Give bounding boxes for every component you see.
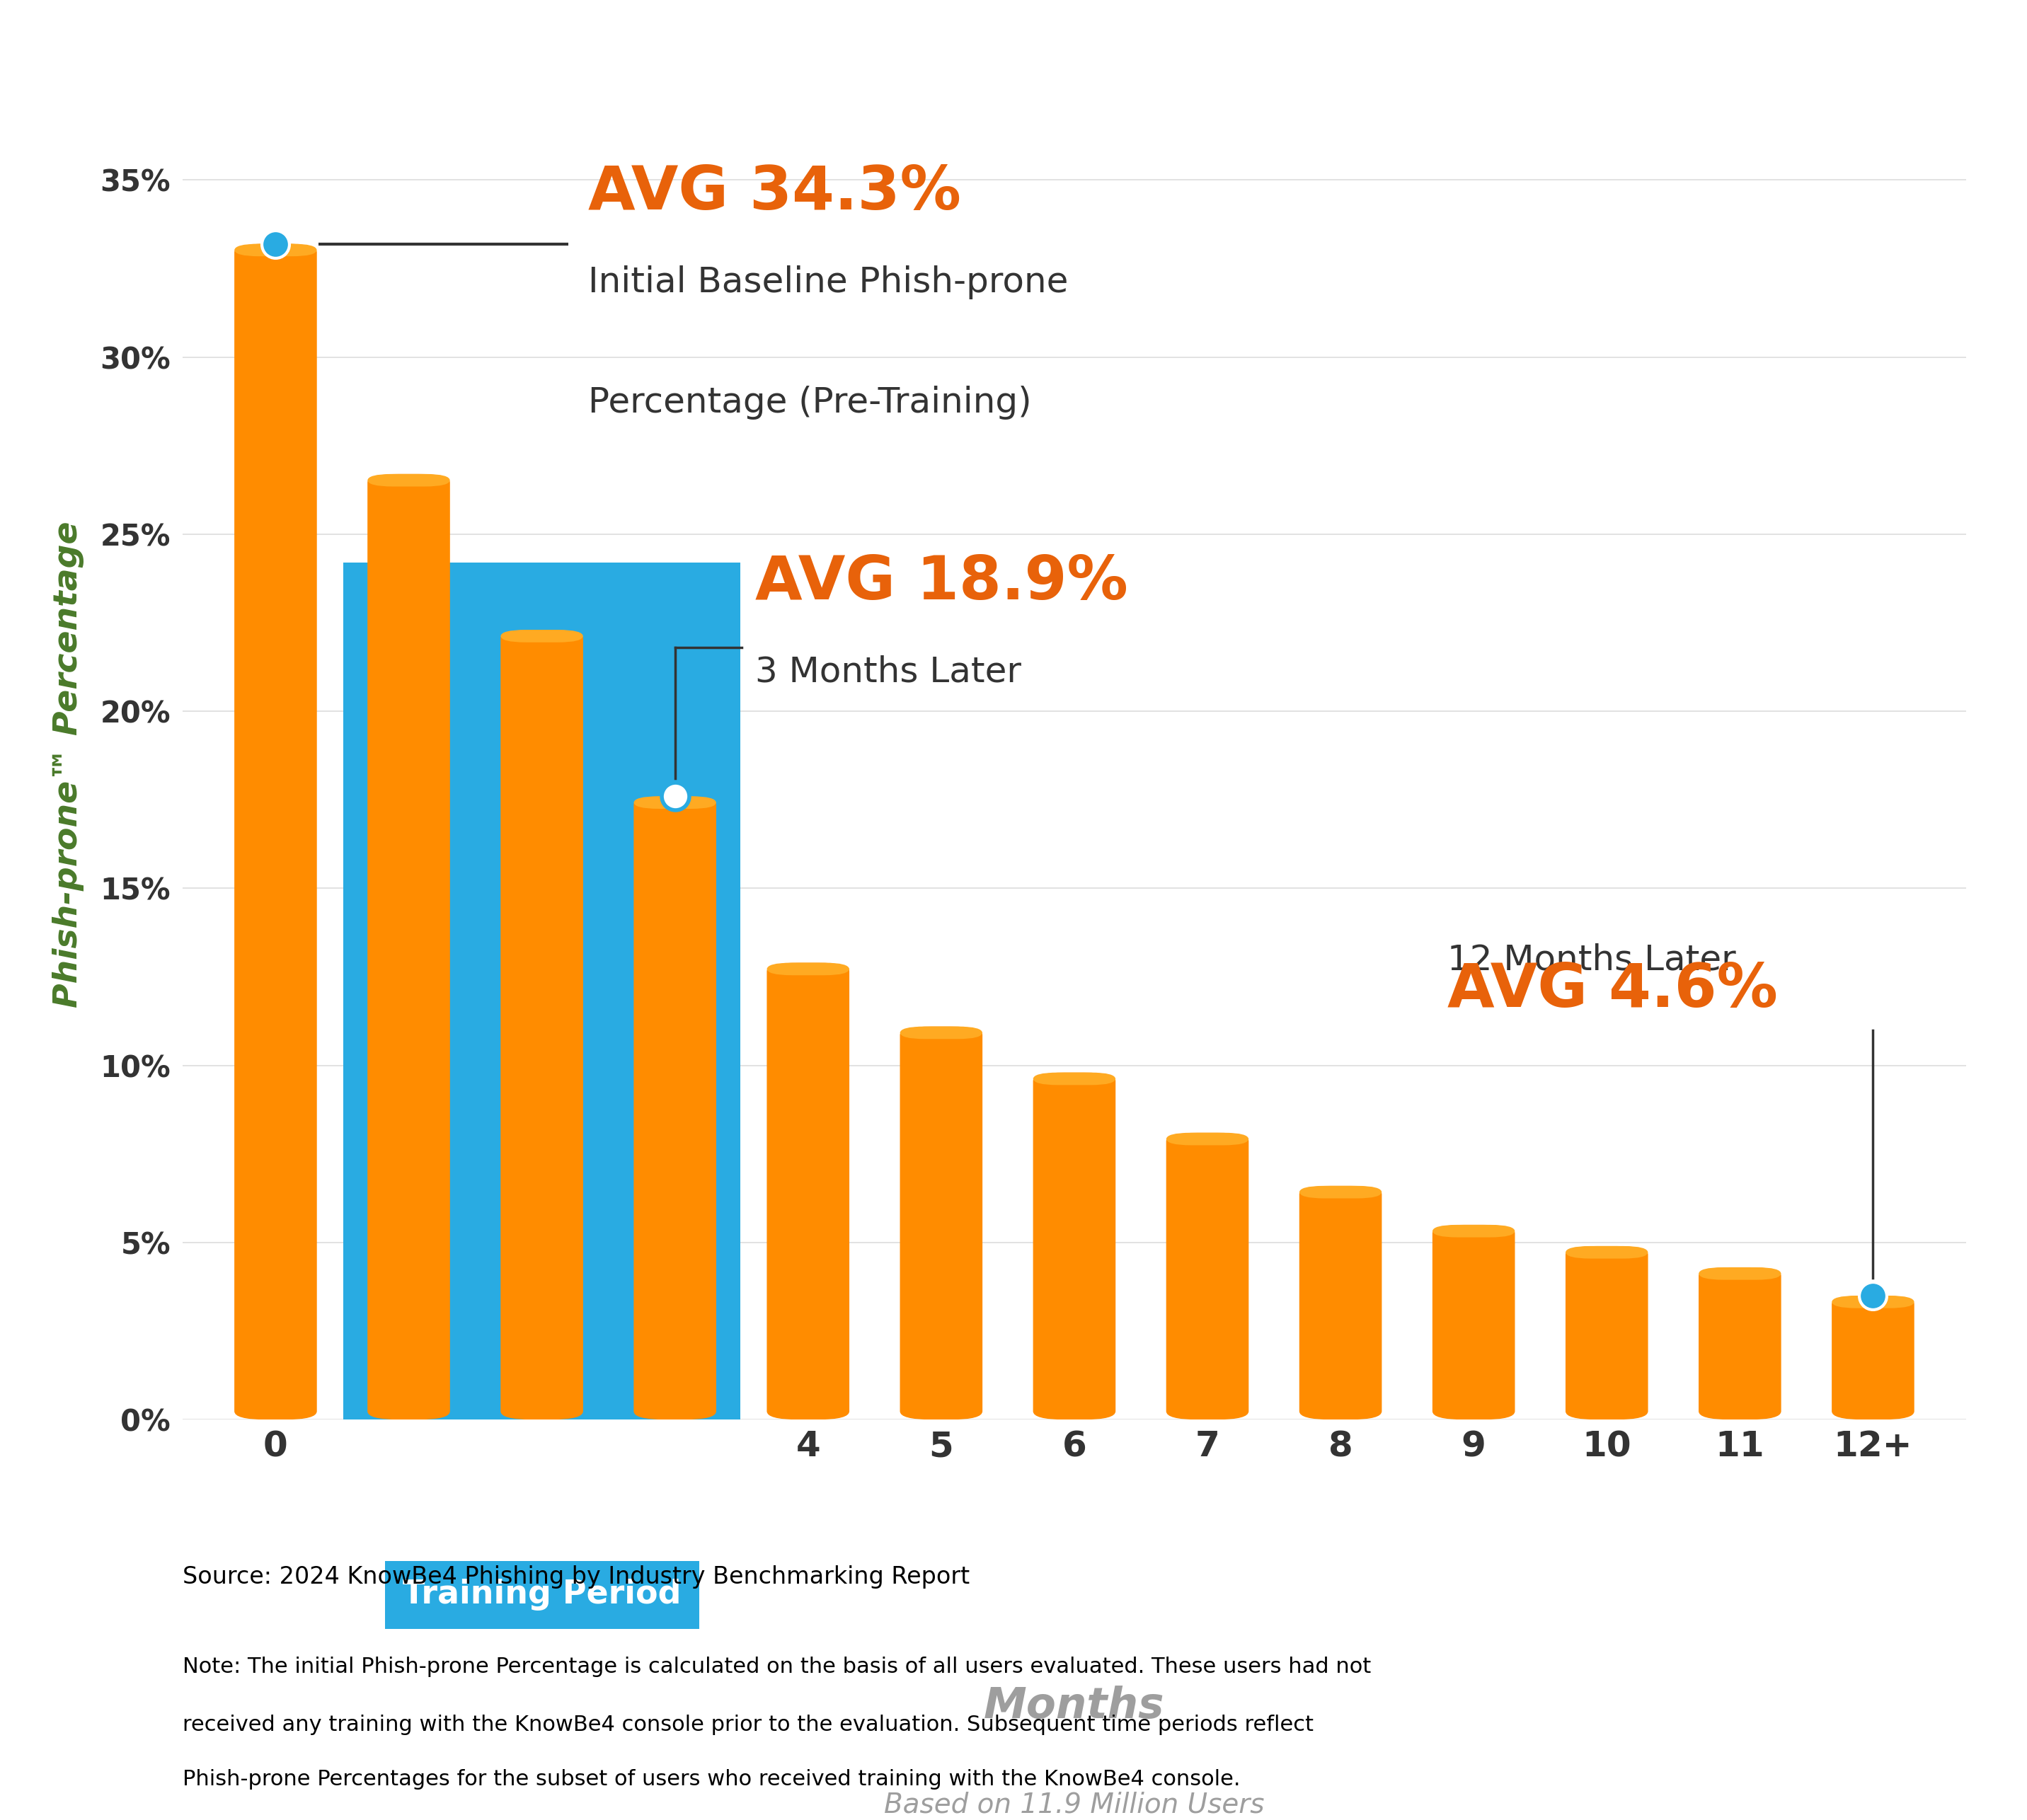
Text: AVG 34.3%: AVG 34.3% — [588, 164, 961, 222]
FancyBboxPatch shape — [1299, 1187, 1382, 1198]
FancyBboxPatch shape — [900, 1026, 983, 1420]
FancyBboxPatch shape — [367, 473, 450, 1420]
FancyBboxPatch shape — [367, 473, 450, 486]
Text: 12 Months Later: 12 Months Later — [1447, 943, 1735, 977]
Text: received any training with the KnowBe4 console prior to the evaluation. Subseque: received any training with the KnowBe4 c… — [182, 1714, 1313, 1734]
FancyBboxPatch shape — [1433, 1225, 1514, 1420]
FancyBboxPatch shape — [1565, 1247, 1648, 1420]
FancyBboxPatch shape — [1433, 1225, 1514, 1238]
FancyBboxPatch shape — [1299, 1187, 1382, 1420]
Text: Phish-prone Percentages for the subset of users who received training with the K: Phish-prone Percentages for the subset o… — [182, 1769, 1241, 1789]
FancyBboxPatch shape — [1034, 1072, 1115, 1420]
Text: Source: 2024 KnowBe4 Phishing by Industry Benchmarking Report: Source: 2024 KnowBe4 Phishing by Industr… — [182, 1565, 969, 1589]
FancyBboxPatch shape — [634, 797, 716, 808]
FancyBboxPatch shape — [501, 630, 584, 1420]
FancyBboxPatch shape — [766, 963, 849, 976]
FancyBboxPatch shape — [1166, 1132, 1249, 1145]
Text: 3 Months Later: 3 Months Later — [754, 655, 1022, 688]
FancyBboxPatch shape — [235, 244, 316, 1420]
FancyBboxPatch shape — [501, 630, 584, 642]
Text: Training Period: Training Period — [403, 1580, 681, 1611]
Text: Initial Baseline Phish-prone: Initial Baseline Phish-prone — [588, 266, 1068, 298]
Text: AVG 18.9%: AVG 18.9% — [754, 553, 1127, 612]
FancyBboxPatch shape — [1565, 1247, 1648, 1259]
FancyBboxPatch shape — [1034, 1072, 1115, 1085]
FancyBboxPatch shape — [766, 963, 849, 1420]
FancyBboxPatch shape — [1832, 1296, 1913, 1309]
FancyBboxPatch shape — [235, 244, 316, 257]
Text: AVG 4.6%: AVG 4.6% — [1447, 961, 1778, 1019]
Text: Based on 11.9 Million Users: Based on 11.9 Million Users — [884, 1791, 1265, 1818]
Bar — [343, 562, 740, 1420]
Text: Note: The initial Phish-prone Percentage is calculated on the basis of all users: Note: The initial Phish-prone Percentage… — [182, 1656, 1370, 1676]
FancyBboxPatch shape — [900, 1026, 983, 1039]
Text: Percentage (Pre-Training): Percentage (Pre-Training) — [588, 386, 1032, 419]
FancyBboxPatch shape — [1699, 1267, 1782, 1420]
Y-axis label: Phish-prone™ Percentage: Phish-prone™ Percentage — [53, 521, 85, 1008]
FancyBboxPatch shape — [1699, 1267, 1782, 1279]
FancyBboxPatch shape — [1166, 1132, 1249, 1420]
FancyBboxPatch shape — [1832, 1296, 1913, 1420]
FancyBboxPatch shape — [634, 797, 716, 1420]
Text: Months: Months — [983, 1685, 1166, 1727]
